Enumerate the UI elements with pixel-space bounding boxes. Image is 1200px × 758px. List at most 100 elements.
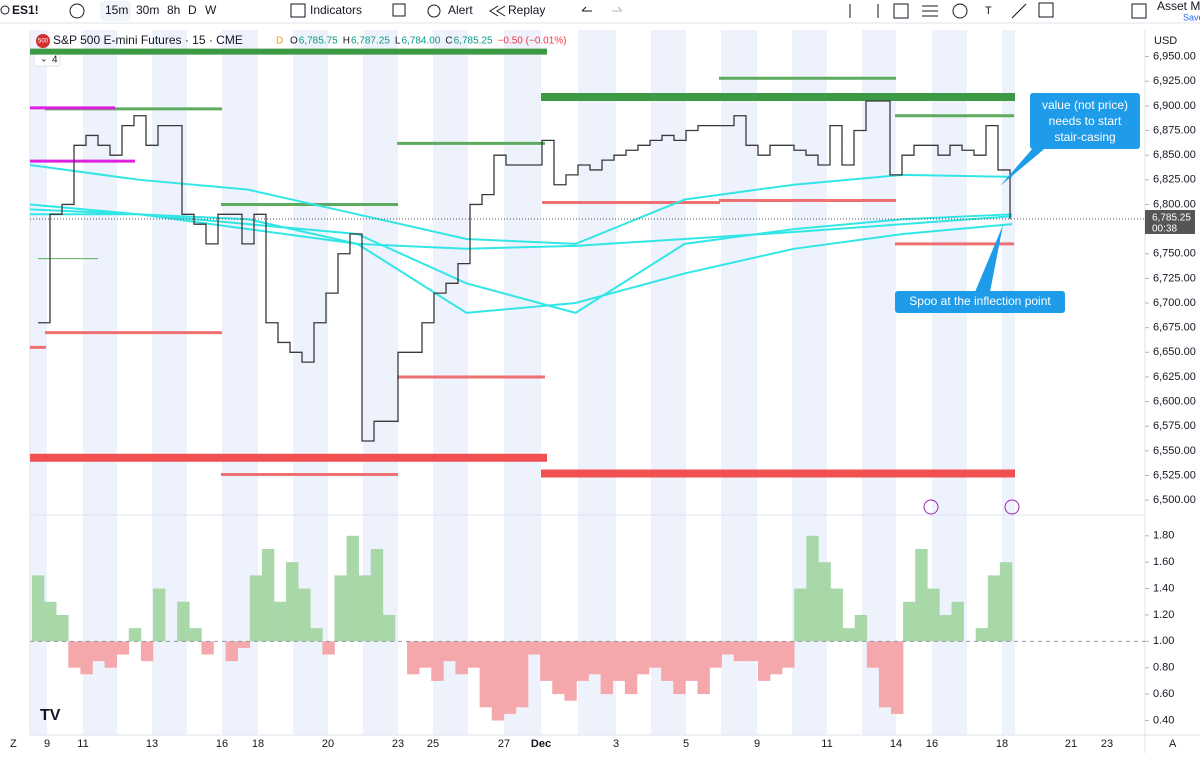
drawing-tools[interactable] <box>849 2 1147 19</box>
corner-left[interactable]: Z <box>10 738 17 750</box>
interval[interactable]: 8h <box>167 3 180 17</box>
oscillator-bar <box>770 641 783 675</box>
oscillator-bar <box>467 641 480 668</box>
account[interactable]: Asset Mo <box>1157 0 1200 13</box>
logo: TV <box>40 707 61 724</box>
y-tick-label: 0.60 <box>1153 688 1174 700</box>
replay-icon[interactable] <box>489 5 506 17</box>
x-tick-label: 11 <box>821 738 832 750</box>
y-tick-label: 1.60 <box>1153 556 1174 568</box>
symbol-badge <box>36 34 50 48</box>
oscillator-bar <box>624 641 638 695</box>
oscillator-bar <box>346 535 359 642</box>
oscillator-bar <box>237 641 251 648</box>
oscillator-bar <box>636 641 650 675</box>
chevron[interactable]: ⌄ <box>40 53 48 63</box>
redo[interactable] <box>612 6 623 12</box>
last-price-tag <box>1145 209 1195 234</box>
oscillator-bar <box>310 628 323 642</box>
y-tick-label: 6,500.00 <box>1153 494 1196 506</box>
x-tick-label: 18 <box>996 738 1008 750</box>
oscillator-bar <box>80 641 93 675</box>
search-icon[interactable] <box>0 5 10 15</box>
oscillator-bar <box>32 575 45 642</box>
ohlc: O 6,785.75 H 6,787.25 L 6,784.00 C 6,785.25 −0.5… <box>290 36 567 47</box>
oscillator-bar <box>177 601 190 642</box>
interval-active-bg <box>100 1 131 21</box>
oscillator-bar <box>721 641 735 655</box>
layouts-icon[interactable] <box>392 3 406 17</box>
x-tick-label: 20 <box>322 738 334 750</box>
interval[interactable]: 30m <box>136 3 159 17</box>
oscillator-bar <box>939 614 952 642</box>
y-tick-label: 6,600.00 <box>1153 395 1196 407</box>
x-tick-label: 5 <box>683 738 689 750</box>
y-tick-label: 6,575.00 <box>1153 420 1196 432</box>
oscillator-bar <box>298 588 311 642</box>
oscillator-bar <box>612 641 626 681</box>
session-band <box>578 30 616 735</box>
plot: 6,950.00 6,925.00 6,900.00 6,875.00 6,850.00… <box>29 48 1196 750</box>
y-tick-label: 6,675.00 <box>1153 322 1196 334</box>
callout[interactable] <box>1030 93 1140 149</box>
interval[interactable]: 15m <box>105 3 128 17</box>
x-tick-label: Dec <box>531 738 551 750</box>
ohlc-o: 6,785.75 <box>299 36 338 47</box>
text-tool[interactable]: T <box>985 5 992 17</box>
alert-icon[interactable] <box>427 4 441 18</box>
corner-right[interactable]: A <box>1169 738 1177 750</box>
oscillator-bar <box>491 641 505 721</box>
oscillator-bar <box>286 562 299 642</box>
ohlc-c-label: C <box>445 36 452 47</box>
oscillator-bar <box>697 641 710 695</box>
symbol[interactable]: ES1! <box>12 3 39 17</box>
session-band <box>721 30 757 735</box>
oscillator-bar <box>733 641 747 662</box>
interval[interactable]: W <box>205 3 217 17</box>
session-band <box>83 30 117 735</box>
indicators-button[interactable]: Indicators <box>310 3 362 17</box>
oscillator-bar <box>915 548 928 642</box>
badge-text: 500 <box>38 39 49 45</box>
oscillator-bar <box>854 614 868 642</box>
interval[interactable]: D <box>188 3 197 17</box>
ohlc-o-label: O <box>290 36 298 47</box>
currency[interactable]: USD <box>1154 35 1177 47</box>
y-tick-label: 6,800.00 <box>1153 198 1196 210</box>
oscillator-bar <box>927 588 940 642</box>
oscillator-bar <box>782 641 795 668</box>
ohlc-h: 6,787.25 <box>351 36 390 47</box>
oscillator-bar <box>56 614 69 642</box>
session-band <box>433 30 468 735</box>
add-symbol[interactable] <box>69 3 85 19</box>
oscillator-bar <box>564 641 577 701</box>
oscillator-bar <box>987 575 1001 642</box>
x-tick-label: 16 <box>216 738 228 750</box>
price-line <box>38 100 1011 442</box>
legend-title[interactable]: S&P 500 E-mini Futures · 15 · CME <box>53 33 243 47</box>
event-icon[interactable] <box>923 499 939 515</box>
oscillator-bar <box>975 628 989 642</box>
oscillator-bar <box>588 641 601 675</box>
indicators-icon[interactable] <box>290 3 306 18</box>
x-tick-label: 21 <box>1065 738 1077 750</box>
oscillator-bar <box>709 641 722 668</box>
oscillator-bar <box>830 588 843 642</box>
ohlc-l: 6,784.00 <box>401 36 440 47</box>
oscillator-bar <box>891 641 904 714</box>
x-tick-label: 3 <box>613 738 619 750</box>
event-icon[interactable] <box>1004 499 1020 515</box>
oscillator-bar <box>334 575 347 642</box>
undo[interactable] <box>581 6 592 12</box>
ohlc-h-label: H <box>343 36 350 47</box>
x-tick-label: 25 <box>427 738 439 750</box>
indicator-count[interactable]: 4 <box>52 55 58 66</box>
save[interactable]: Save <box>1183 12 1200 22</box>
callout[interactable] <box>895 291 1065 313</box>
callout-pointer <box>975 225 1003 292</box>
y-tick-label: 1.80 <box>1153 530 1174 542</box>
y-tick-label: 6,625.00 <box>1153 371 1196 383</box>
replay-button[interactable]: Replay <box>508 3 545 17</box>
alert-button[interactable]: Alert <box>448 3 473 17</box>
y-tick-label: 6,825.00 <box>1153 174 1196 186</box>
